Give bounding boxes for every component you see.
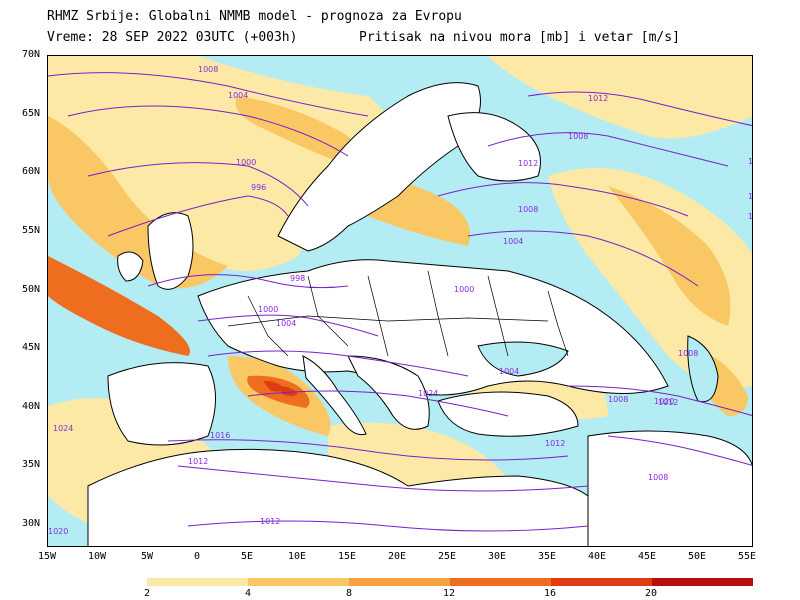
isobars	[48, 72, 752, 532]
isobar-label: 998	[290, 274, 305, 283]
isobar-label: 1008	[648, 473, 668, 482]
lon-label: 5W	[140, 551, 154, 562]
legend-swatch	[551, 578, 652, 586]
lat-label: 55N	[21, 225, 40, 236]
lat-label: 60N	[21, 166, 40, 177]
isobar-label: 1012	[545, 439, 565, 448]
lat-label: 65N	[21, 108, 40, 119]
lon-label: 30E	[487, 551, 507, 562]
isobar-label: 1012	[658, 398, 678, 407]
lon-label: 55E	[737, 551, 757, 562]
legend-swatch	[147, 578, 248, 586]
isobar-label: 1008	[608, 395, 628, 404]
isobar-label: 996	[251, 183, 266, 192]
isobar-labels: 1008 1004 1000 996 998 1000 1004 1000 1004 1008 10…	[48, 65, 753, 536]
isobar-label: 1004	[748, 157, 753, 166]
lat-label: 35N	[21, 459, 40, 470]
isobar-label: 1000	[258, 305, 278, 314]
legend-label: 4	[244, 588, 252, 599]
isobar-label: 1024	[53, 424, 73, 433]
legend-label: 2	[143, 588, 151, 599]
lon-label: 0	[193, 551, 201, 562]
isobar-label: 1004	[228, 91, 248, 100]
isobar-label: 1008	[678, 349, 698, 358]
isobar-label: 1012	[588, 94, 608, 103]
legend-label: 8	[345, 588, 353, 599]
lon-label: 15W	[37, 551, 57, 562]
isobar-label: 1000	[748, 212, 753, 221]
isobar-label: 1024	[418, 389, 438, 398]
lat-label: 70N	[21, 49, 40, 60]
lon-label: 45E	[637, 551, 657, 562]
isobar-label: 1020	[654, 397, 674, 406]
isobar-label: 1020	[48, 527, 68, 536]
legend-label: 12	[442, 588, 456, 599]
isobar-label: 1008	[198, 65, 218, 74]
coastlines	[87, 82, 752, 546]
isobar-label: 1008	[568, 132, 588, 141]
lon-label: 20E	[387, 551, 407, 562]
legend-swatch	[450, 578, 551, 586]
legend-swatch	[248, 578, 349, 586]
weather-map: 1008 1004 1000 996 998 1000 1004 1000 1004 1008 10…	[47, 55, 753, 547]
isobar-label: 1012	[260, 517, 280, 526]
legend-label: 16	[543, 588, 557, 599]
isobar-label: 1000	[454, 285, 474, 294]
legend-swatch	[652, 578, 753, 586]
lat-label: 30N	[21, 518, 40, 529]
isobar-label: 1020	[748, 192, 753, 201]
lon-label: 10W	[87, 551, 107, 562]
lon-label: 5E	[240, 551, 254, 562]
isobar-label: 1012	[518, 159, 538, 168]
isobar-label: 1004	[276, 319, 296, 328]
wind-speed-legend	[147, 578, 753, 586]
lat-label: 45N	[21, 342, 40, 353]
legend-swatch	[349, 578, 450, 586]
legend-label: 20	[644, 588, 658, 599]
isobar-label: 1000	[236, 158, 256, 167]
lon-label: 40E	[587, 551, 607, 562]
isobar-label: 1004	[499, 367, 519, 376]
isobar-label: 1016	[210, 431, 230, 440]
lat-label: 50N	[21, 284, 40, 295]
lon-label: 15E	[337, 551, 357, 562]
map-title: RHMZ Srbije: Globalni NMMB model - progn…	[47, 9, 462, 24]
isobar-label: 1004	[503, 237, 523, 246]
country-borders	[227, 270, 569, 357]
lat-label: 40N	[21, 401, 40, 412]
lon-label: 25E	[437, 551, 457, 562]
lon-label: 35E	[537, 551, 557, 562]
forecast-time: Vreme: 28 SEP 2022 03UTC (+003h)	[47, 30, 298, 45]
isobar-label: 1008	[518, 205, 538, 214]
isobar-label: 1012	[188, 457, 208, 466]
lon-label: 10E	[287, 551, 307, 562]
lon-label: 50E	[687, 551, 707, 562]
field-description: Pritisak na nivou mora [mb] i vetar [m/s…	[359, 30, 680, 45]
